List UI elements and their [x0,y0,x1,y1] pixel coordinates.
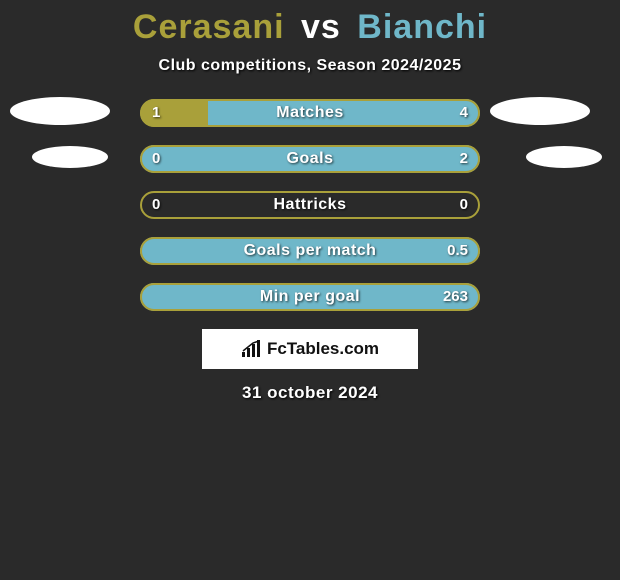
stat-label: Matches [140,99,480,127]
date-stamp: 31 october 2024 [0,383,620,403]
stats-stage: 14Matches 02Goals 00Hattricks 0.5Goals per … [0,99,620,311]
decorative-ellipse [526,146,602,168]
player2-name: Bianchi [357,8,487,46]
decorative-ellipse [490,97,590,125]
stat-label: Hattricks [140,191,480,219]
stat-row: 00Hattricks [140,191,480,219]
page-title: Cerasani vs Bianchi [0,8,620,47]
decorative-ellipse [10,97,110,125]
stat-row: 14Matches [140,99,480,127]
stat-row: 02Goals [140,145,480,173]
stat-bars: 14Matches 02Goals 00Hattricks 0.5Goals per … [140,99,480,311]
brand-text: FcTables.com [267,339,379,359]
comparison-widget: Cerasani vs Bianchi Club competitions, S… [0,0,620,403]
bars-icon [241,340,263,358]
subtitle: Club competitions, Season 2024/2025 [0,57,620,75]
stat-row: 263Min per goal [140,283,480,311]
stat-label: Goals per match [140,237,480,265]
brand-badge: FcTables.com [202,329,418,369]
decorative-ellipse [32,146,108,168]
player1-name: Cerasani [133,8,285,46]
stat-label: Goals [140,145,480,173]
title-separator: vs [301,8,341,46]
stat-label: Min per goal [140,283,480,311]
stat-row: 0.5Goals per match [140,237,480,265]
